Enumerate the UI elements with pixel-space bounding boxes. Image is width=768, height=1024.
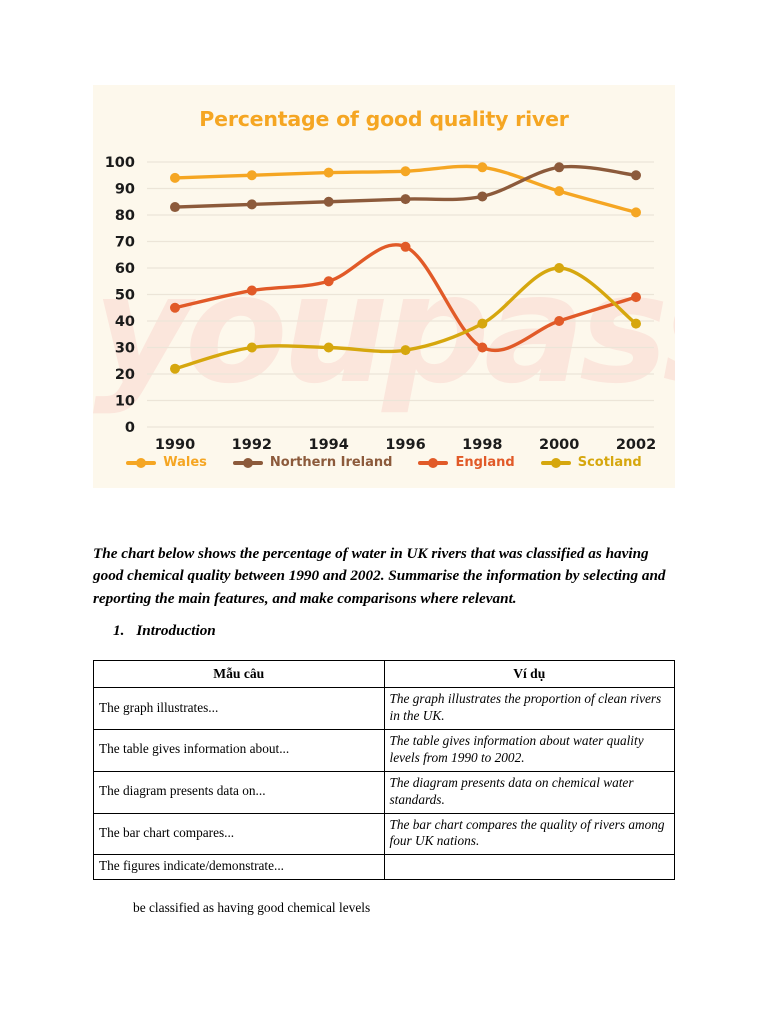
- data-point: [477, 162, 488, 173]
- data-point: [400, 194, 411, 205]
- cell-pattern: The graph illustrates...: [93, 687, 385, 730]
- data-point: [170, 172, 180, 183]
- legend-item-northern-ireland[interactable]: Northern Ireland: [232, 455, 393, 470]
- x-axis-tick-label: 1996: [385, 437, 425, 453]
- cell-pattern: The bar chart compares...: [93, 812, 385, 856]
- y-axis-tick-label: 90: [115, 182, 135, 198]
- y-axis-tick-label: 0: [125, 420, 135, 436]
- data-point: [246, 170, 257, 181]
- legend-label: England: [455, 455, 515, 470]
- x-axis-tick-label: 1990: [155, 437, 195, 453]
- cell-pattern: The diagram presents data on...: [93, 770, 385, 814]
- series-line: [173, 243, 638, 352]
- chart-title: Percentage of good quality river: [199, 107, 569, 131]
- data-point: [554, 263, 565, 273]
- legend-item-wales[interactable]: Wales: [126, 455, 207, 470]
- legend-marker-icon: [418, 457, 449, 468]
- table-row: The table gives information about... The …: [93, 729, 675, 772]
- data-point: [170, 202, 180, 213]
- x-axis-tick-label: 1998: [462, 437, 502, 453]
- x-axis-tick-label: 1992: [232, 437, 272, 453]
- data-point: [400, 241, 411, 252]
- y-axis-tick-label: 80: [115, 208, 135, 224]
- data-point: [246, 342, 257, 353]
- series-england: [170, 241, 641, 353]
- data-point: [477, 318, 488, 329]
- data-point: [554, 162, 565, 173]
- legend-marker-icon: [540, 457, 571, 468]
- legend-item-scotland[interactable]: Scotland: [540, 455, 642, 470]
- series-northern-ireland: [170, 162, 641, 213]
- data-point: [170, 302, 180, 313]
- y-axis-tick-label: 100: [105, 155, 135, 171]
- y-axis-tick-label: 40: [115, 314, 135, 330]
- section-title: Introduction: [136, 622, 216, 639]
- data-point: [477, 342, 488, 353]
- table-row: The diagram presents data on... The diagr…: [93, 770, 675, 814]
- data-point: [631, 207, 641, 218]
- cell-example: The graph illustrates the proportion of …: [383, 687, 675, 730]
- table-row: The figures indicate/demonstrate...: [93, 854, 675, 881]
- data-point: [323, 167, 334, 178]
- column-header-pattern: Mẫu câu: [93, 659, 385, 689]
- y-axis-tick-label: 70: [115, 235, 135, 251]
- data-point: [246, 285, 257, 296]
- y-axis-tick-label: 20: [115, 367, 135, 383]
- legend-label: Wales: [163, 455, 207, 470]
- data-point: [554, 186, 565, 197]
- x-axis-tick-label: 1994: [308, 437, 348, 453]
- legend-label: Northern Ireland: [269, 455, 393, 470]
- y-axis-tick-label: 10: [115, 394, 135, 410]
- table-row: The graph illustrates... The graph illust…: [93, 687, 675, 730]
- legend-marker-icon: [126, 457, 157, 468]
- line-chart-plot: 0 10 20 30 40 50 60 70 80 90 100 1990 1992 1994 1996 19…: [105, 155, 656, 453]
- data-point: [631, 318, 641, 329]
- cell-pattern: The table gives information about...: [93, 729, 385, 772]
- section-number: 1.: [113, 622, 125, 639]
- legend-label: Scotland: [577, 455, 642, 470]
- intro-phrases-table: Mẫu câu Ví dụ The graph illustrates... Th…: [93, 659, 675, 881]
- cell-example: The diagram presents data on chemical wa…: [383, 770, 675, 814]
- cell-example: The table gives information about water …: [383, 729, 675, 772]
- y-axis-tick-label: 60: [115, 261, 135, 277]
- legend-item-england[interactable]: England: [418, 455, 515, 470]
- data-point: [323, 342, 334, 353]
- data-point: [631, 170, 641, 181]
- data-point: [400, 166, 411, 177]
- data-point: [631, 292, 641, 303]
- x-axis-tick-label: 2000: [539, 437, 579, 453]
- table-row: The bar chart compares... The bar chart c…: [93, 812, 675, 856]
- data-point: [323, 276, 334, 287]
- cell-example: The bar chart compares the quality of ri…: [383, 812, 675, 856]
- data-point: [400, 345, 411, 356]
- y-axis-tick-label: 30: [115, 341, 135, 357]
- section-heading: 1. Introduction: [113, 622, 216, 640]
- x-axis-tick-label: 2002: [616, 437, 656, 453]
- series-scotland: [170, 263, 641, 374]
- chart-panel: youpass Percentage of good quality river…: [93, 85, 675, 488]
- data-point: [323, 196, 334, 207]
- data-point: [246, 199, 257, 210]
- footer-note: be classified as having good chemical le…: [133, 900, 371, 915]
- legend-marker-icon: [232, 457, 263, 468]
- data-point: [554, 316, 565, 326]
- task-prompt-text: The chart below shows the percentage of …: [93, 545, 666, 607]
- data-point: [170, 363, 180, 374]
- data-point: [477, 191, 488, 202]
- cell-pattern: The figures indicate/demonstrate...: [93, 854, 385, 881]
- y-axis-tick-label: 50: [115, 288, 135, 304]
- chart-legend: Wales Northern Ireland England Scotland: [93, 455, 675, 470]
- column-header-example: Ví dụ: [383, 659, 675, 689]
- table-header-row: Mẫu câu Ví dụ: [93, 659, 675, 689]
- series-wales: [170, 162, 641, 218]
- cell-example: [383, 854, 675, 881]
